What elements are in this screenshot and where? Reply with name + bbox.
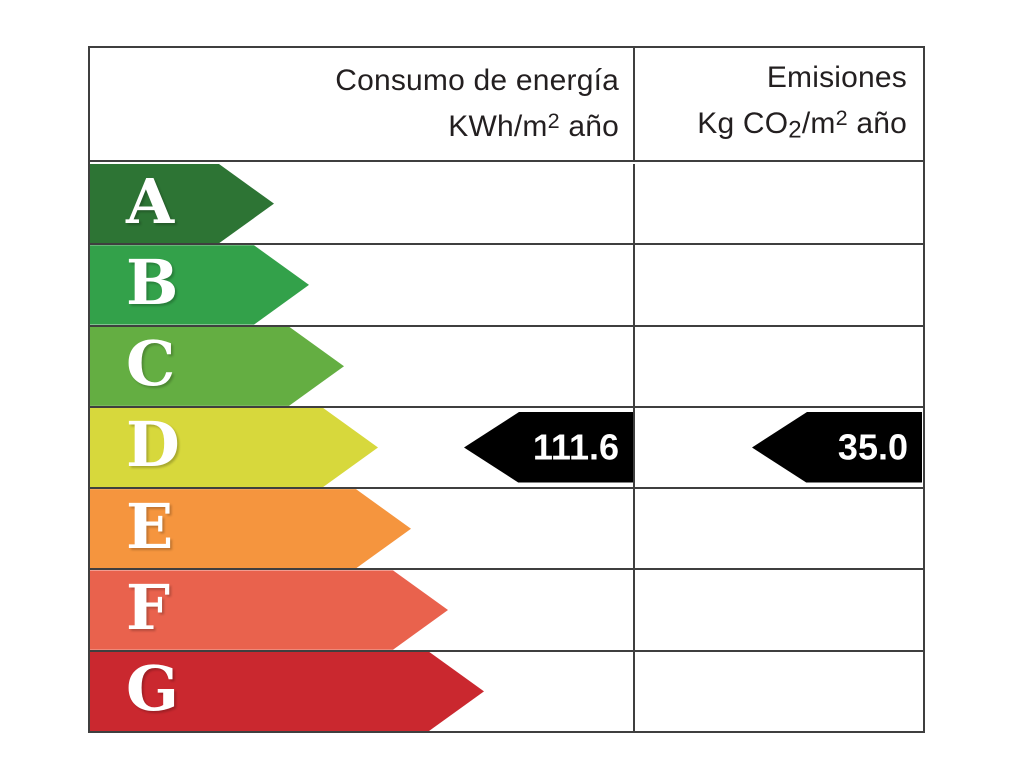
header-consumo: Consumo de energía KWh/m2 año <box>90 48 635 160</box>
header-emisiones-line1: Emisiones <box>766 60 907 94</box>
band-letter-d: D <box>126 408 180 482</box>
band-cell-c: C <box>90 326 635 406</box>
band-arrow-d: D <box>90 408 378 487</box>
rating-bands: A B C D <box>90 164 923 731</box>
consumo-value-arrow: 111.6 <box>464 411 633 483</box>
band-arrow-a: A <box>90 164 274 243</box>
band-row-g: G <box>90 649 923 731</box>
emissions-cell-g <box>635 652 923 731</box>
band-arrow-b: B <box>90 245 309 324</box>
band-cell-d: D 111.6 <box>90 407 635 488</box>
band-letter-a: A <box>126 164 175 238</box>
emissions-cell-b <box>635 245 923 324</box>
energy-rating-label: Consumo de energía KWh/m2 año Emisiones … <box>88 46 925 733</box>
emissions-cell-e <box>635 489 923 568</box>
band-cell-b: B <box>90 245 635 325</box>
band-row-a: A <box>90 164 923 244</box>
emissions-cell-c <box>635 327 923 406</box>
band-letter-c: C <box>126 327 176 401</box>
header-consumo-units: KWh/m2 año <box>448 107 619 144</box>
consumo-value: 111.6 <box>532 426 619 468</box>
band-cell-a: A <box>90 164 635 244</box>
band-row-e: E <box>90 487 923 569</box>
subscript-2: 2 <box>788 116 802 144</box>
header-consumo-line1: Consumo de energía <box>335 63 619 97</box>
band-letter-g: G <box>126 652 179 726</box>
band-row-b: B <box>90 243 923 325</box>
band-cell-f: F <box>90 570 635 650</box>
band-arrow-c: C <box>90 327 344 406</box>
band-letter-e: E <box>126 489 174 563</box>
superscript-2: 2 <box>547 107 560 133</box>
band-letter-f: F <box>126 571 171 645</box>
header-row: Consumo de energía KWh/m2 año Emisiones … <box>90 48 923 162</box>
emissions-cell-d: 35.0 <box>635 408 923 487</box>
band-row-d: D 111.6 35.0 <box>90 405 923 488</box>
emisiones-value-arrow: 35.0 <box>752 411 922 483</box>
emissions-cell-f <box>635 570 923 649</box>
superscript-2: 2 <box>835 104 848 130</box>
emisiones-value: 35.0 <box>837 426 908 468</box>
header-emisiones: Emisiones Kg CO2/m2 año <box>635 48 923 160</box>
band-arrow-f: F <box>90 570 448 649</box>
band-arrow-g: G <box>90 652 484 731</box>
emissions-cell-a <box>635 164 923 243</box>
band-row-c: C <box>90 324 923 406</box>
band-arrow-e: E <box>90 489 411 568</box>
band-cell-e: E <box>90 489 635 569</box>
band-row-f: F <box>90 568 923 650</box>
band-letter-b: B <box>126 245 179 319</box>
header-emisiones-units: Kg CO2/m2 año <box>697 104 907 144</box>
band-cell-g: G <box>90 651 635 731</box>
